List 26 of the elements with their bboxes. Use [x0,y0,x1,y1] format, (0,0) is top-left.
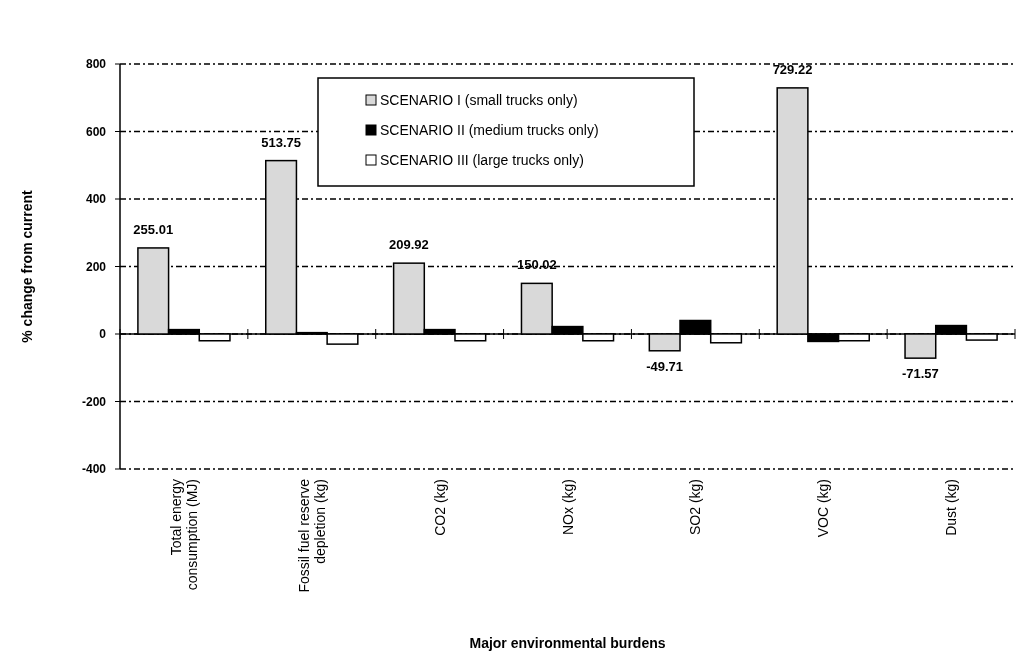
x-tick-label: NOx (kg) [559,479,576,535]
y-axis-title: % change from current [19,189,35,343]
y-tick-label: 200 [85,259,107,274]
data-label: 513.75 [261,134,301,150]
x-tick-label: CO2 (kg) [431,479,448,536]
y-tick-label: 400 [85,192,107,206]
data-label: 255.01 [133,221,174,237]
y-tick-label: -400 [81,462,107,476]
y-tick-label: 600 [85,124,107,139]
x-tick-label: Dust (kg) [943,479,960,536]
x-tick-label: Total energy consumption (MJ) [167,479,200,591]
data-label: -49.71 [646,358,684,374]
x-tick-label: VOC (kg) [815,479,832,538]
y-tick-label: 800 [85,57,107,71]
x-tick-label: Fossil fuel reserve depletion (kg) [295,478,328,593]
legend-label: SCENARIO III (large trucks only) [380,152,584,168]
legend-label: SCENARIO I (small trucks only) [380,92,578,108]
x-tick-label: SO2 (kg) [687,479,704,536]
y-tick-label: 0 [99,327,107,341]
x-axis-title: Major environmental burdens [469,635,666,651]
data-label: 729.22 [772,61,813,77]
legend-label: SCENARIO II (medium trucks only) [380,122,599,138]
data-label: 150.02 [516,257,557,273]
data-label: -71.57 [901,366,939,382]
y-tick-label: -200 [81,394,107,409]
data-label: 209.92 [389,237,429,253]
